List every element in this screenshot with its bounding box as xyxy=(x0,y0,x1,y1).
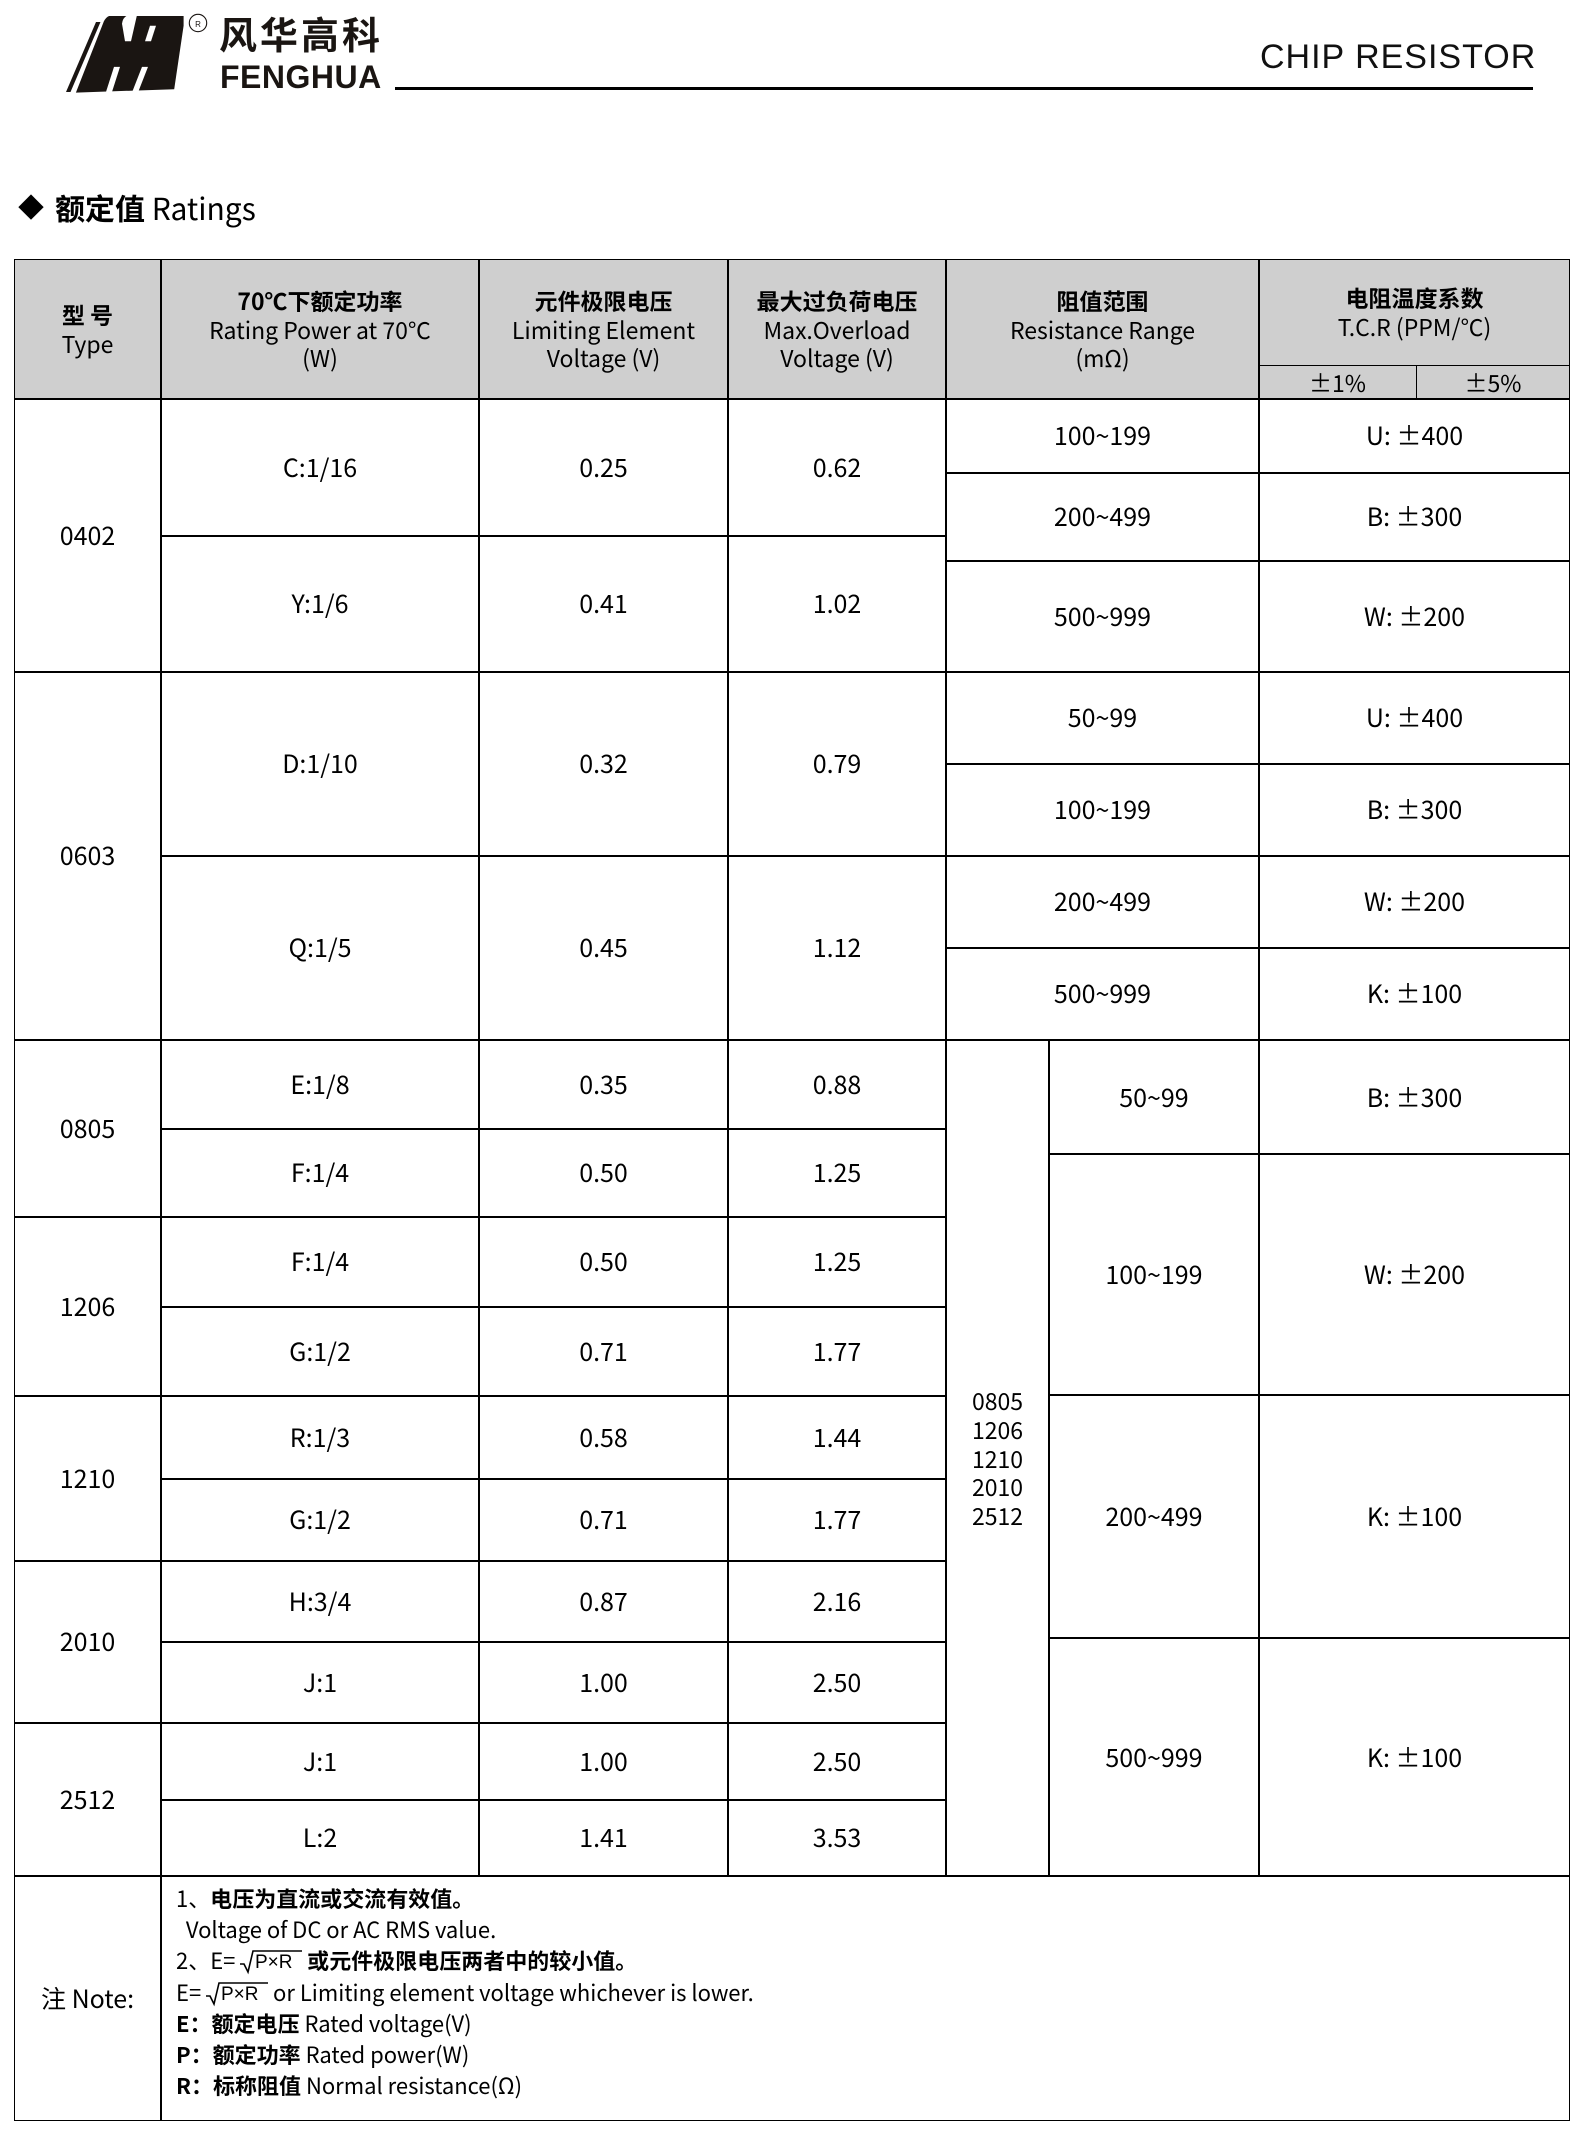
svg-text:P×R: P×R xyxy=(255,1952,293,1973)
svg-text:R: R xyxy=(195,20,201,29)
svg-text:P×R: P×R xyxy=(221,1984,259,2005)
